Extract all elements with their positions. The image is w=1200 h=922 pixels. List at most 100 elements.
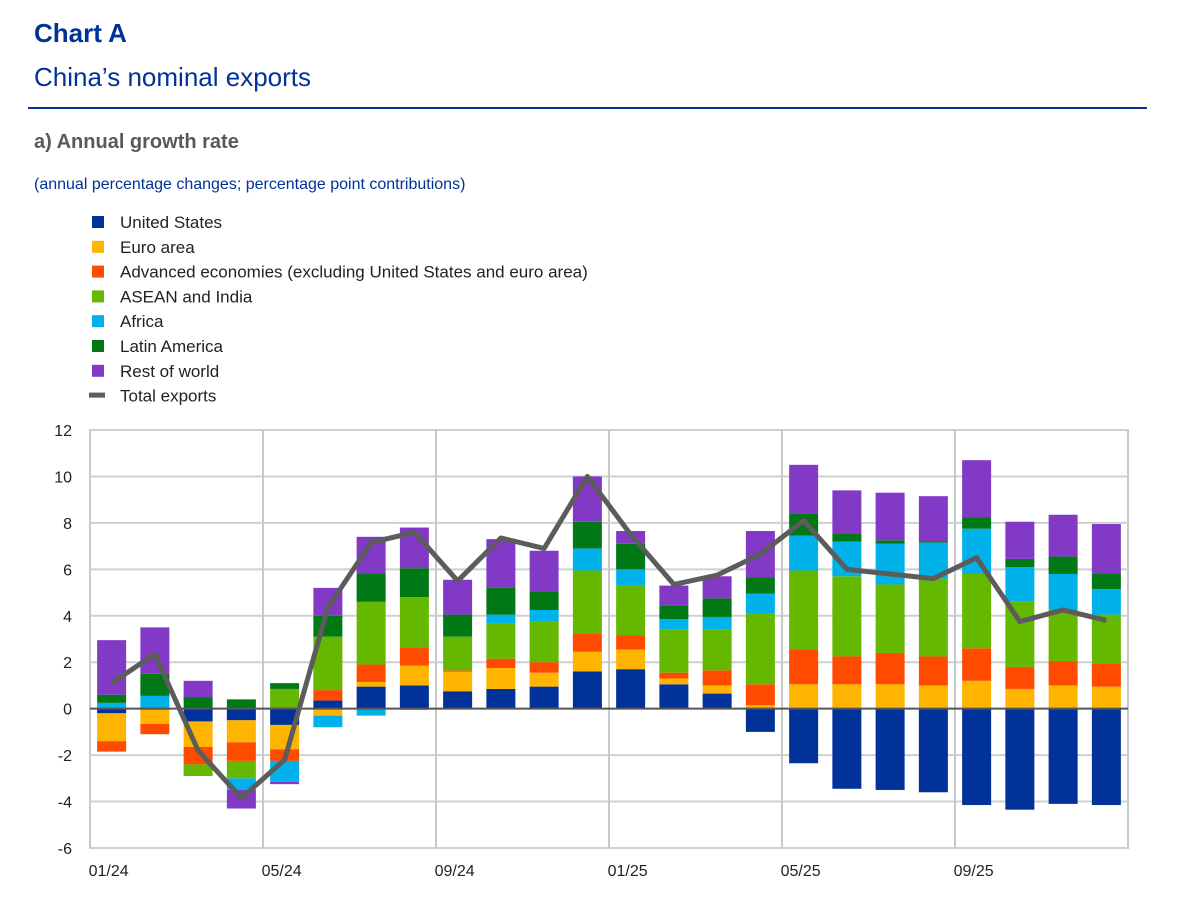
bar-segment: [918, 578, 948, 657]
bar-segment: [270, 683, 300, 689]
legend-label: Rest of world: [120, 362, 219, 381]
bar-segment: [789, 708, 819, 764]
x-tick-label: 01/24: [89, 863, 129, 880]
bar-segment: [1091, 663, 1121, 687]
legend-swatch: [92, 265, 104, 278]
chart-subtitle: China’s nominal exports: [34, 62, 311, 92]
bar-segment: [270, 781, 300, 785]
bar-segment: [1048, 514, 1078, 557]
y-tick-label: 4: [63, 609, 72, 626]
bar-segment: [1048, 708, 1078, 804]
legend-label: Advanced economies (excluding United Sta…: [120, 263, 588, 282]
bar-segment: [443, 670, 473, 672]
y-tick-label: 2: [63, 655, 72, 672]
bar-segment: [1091, 708, 1121, 806]
bar-segment: [702, 693, 732, 709]
x-tick-label: 05/24: [262, 863, 302, 880]
bar-segment: [616, 669, 646, 709]
bar-segment: [97, 708, 127, 714]
bar-segment: [140, 627, 170, 674]
legend-label: Total exports: [120, 387, 216, 406]
legend-label: Euro area: [120, 238, 195, 257]
bar-segment: [789, 684, 819, 709]
bar-segment: [443, 579, 473, 615]
bar-segment: [789, 649, 819, 685]
bar-segment: [97, 702, 127, 709]
bar-segment: [183, 764, 213, 777]
bar-segment: [745, 593, 775, 614]
bar-segment: [1005, 567, 1035, 602]
bar-segment: [962, 648, 992, 681]
bar-segment: [313, 615, 343, 637]
bar-segment: [486, 658, 516, 669]
y-tick-label: -6: [58, 841, 72, 858]
bar-segment: [962, 460, 992, 518]
bar-segment: [875, 540, 905, 544]
bar-segment: [529, 621, 559, 663]
bar-segment: [529, 672, 559, 687]
bar-segment: [918, 708, 948, 793]
bar-segment: [529, 609, 559, 622]
bar-segment: [399, 647, 429, 666]
bar-segment: [270, 688, 300, 709]
bar-segment: [183, 708, 213, 722]
bar-segment: [183, 680, 213, 698]
bar-segment: [356, 573, 386, 602]
legend-swatch: [92, 340, 104, 352]
bar-segment: [745, 708, 775, 732]
bar-segment: [313, 708, 343, 716]
bar-segment: [962, 528, 992, 574]
bar-segment: [270, 708, 300, 725]
legend-swatch: [92, 216, 104, 228]
total-exports-line: [110, 473, 1107, 801]
bar-segment: [572, 671, 602, 709]
bar-segment: [1091, 686, 1121, 709]
bar-segment: [1048, 573, 1078, 610]
bar-segment: [616, 635, 646, 650]
bar-segment: [702, 576, 732, 599]
bar-segment: [356, 664, 386, 682]
bar-segment: [918, 541, 948, 543]
bar-segment: [529, 686, 559, 709]
bar-segment: [1005, 708, 1035, 810]
bar-segment: [789, 464, 819, 514]
bar-segment: [659, 619, 689, 630]
bar-segment: [226, 778, 256, 790]
bar-segment: [226, 720, 256, 743]
bar-segment: [875, 684, 905, 709]
bar-segment: [659, 585, 689, 606]
bar-segment: [226, 742, 256, 761]
bar-segment: [875, 492, 905, 541]
y-tick-label: 8: [63, 516, 72, 533]
bar-segment: [140, 709, 170, 724]
bar-segment: [659, 605, 689, 620]
bar-segment: [399, 685, 429, 709]
bar-segment: [1091, 524, 1121, 574]
bar-segment: [789, 570, 819, 650]
legend-swatch: [92, 315, 104, 328]
bar-segment: [399, 665, 429, 686]
bar-segment: [1048, 609, 1078, 662]
bar-segment: [962, 708, 992, 806]
bar-segment: [659, 629, 689, 673]
bar-segment: [1005, 688, 1035, 709]
y-tick-label: -4: [58, 795, 72, 812]
bar-segment: [97, 694, 127, 703]
y-tick-label: 12: [54, 423, 72, 440]
bar-segment: [745, 705, 775, 709]
bar-segment: [745, 613, 775, 685]
bar-segment: [140, 723, 170, 735]
bar-segment: [97, 640, 127, 695]
bar-segment: [875, 708, 905, 790]
bar-segment: [443, 691, 473, 709]
bar-segment: [918, 685, 948, 709]
bar-segment: [356, 681, 386, 687]
bar-segment: [659, 684, 689, 709]
bar-segment: [572, 633, 602, 652]
bar-segment: [572, 651, 602, 672]
bar-segment: [1005, 601, 1035, 667]
x-tick-label: 01/25: [608, 863, 648, 880]
bar-segment: [832, 684, 862, 709]
bar-segment: [313, 700, 343, 709]
